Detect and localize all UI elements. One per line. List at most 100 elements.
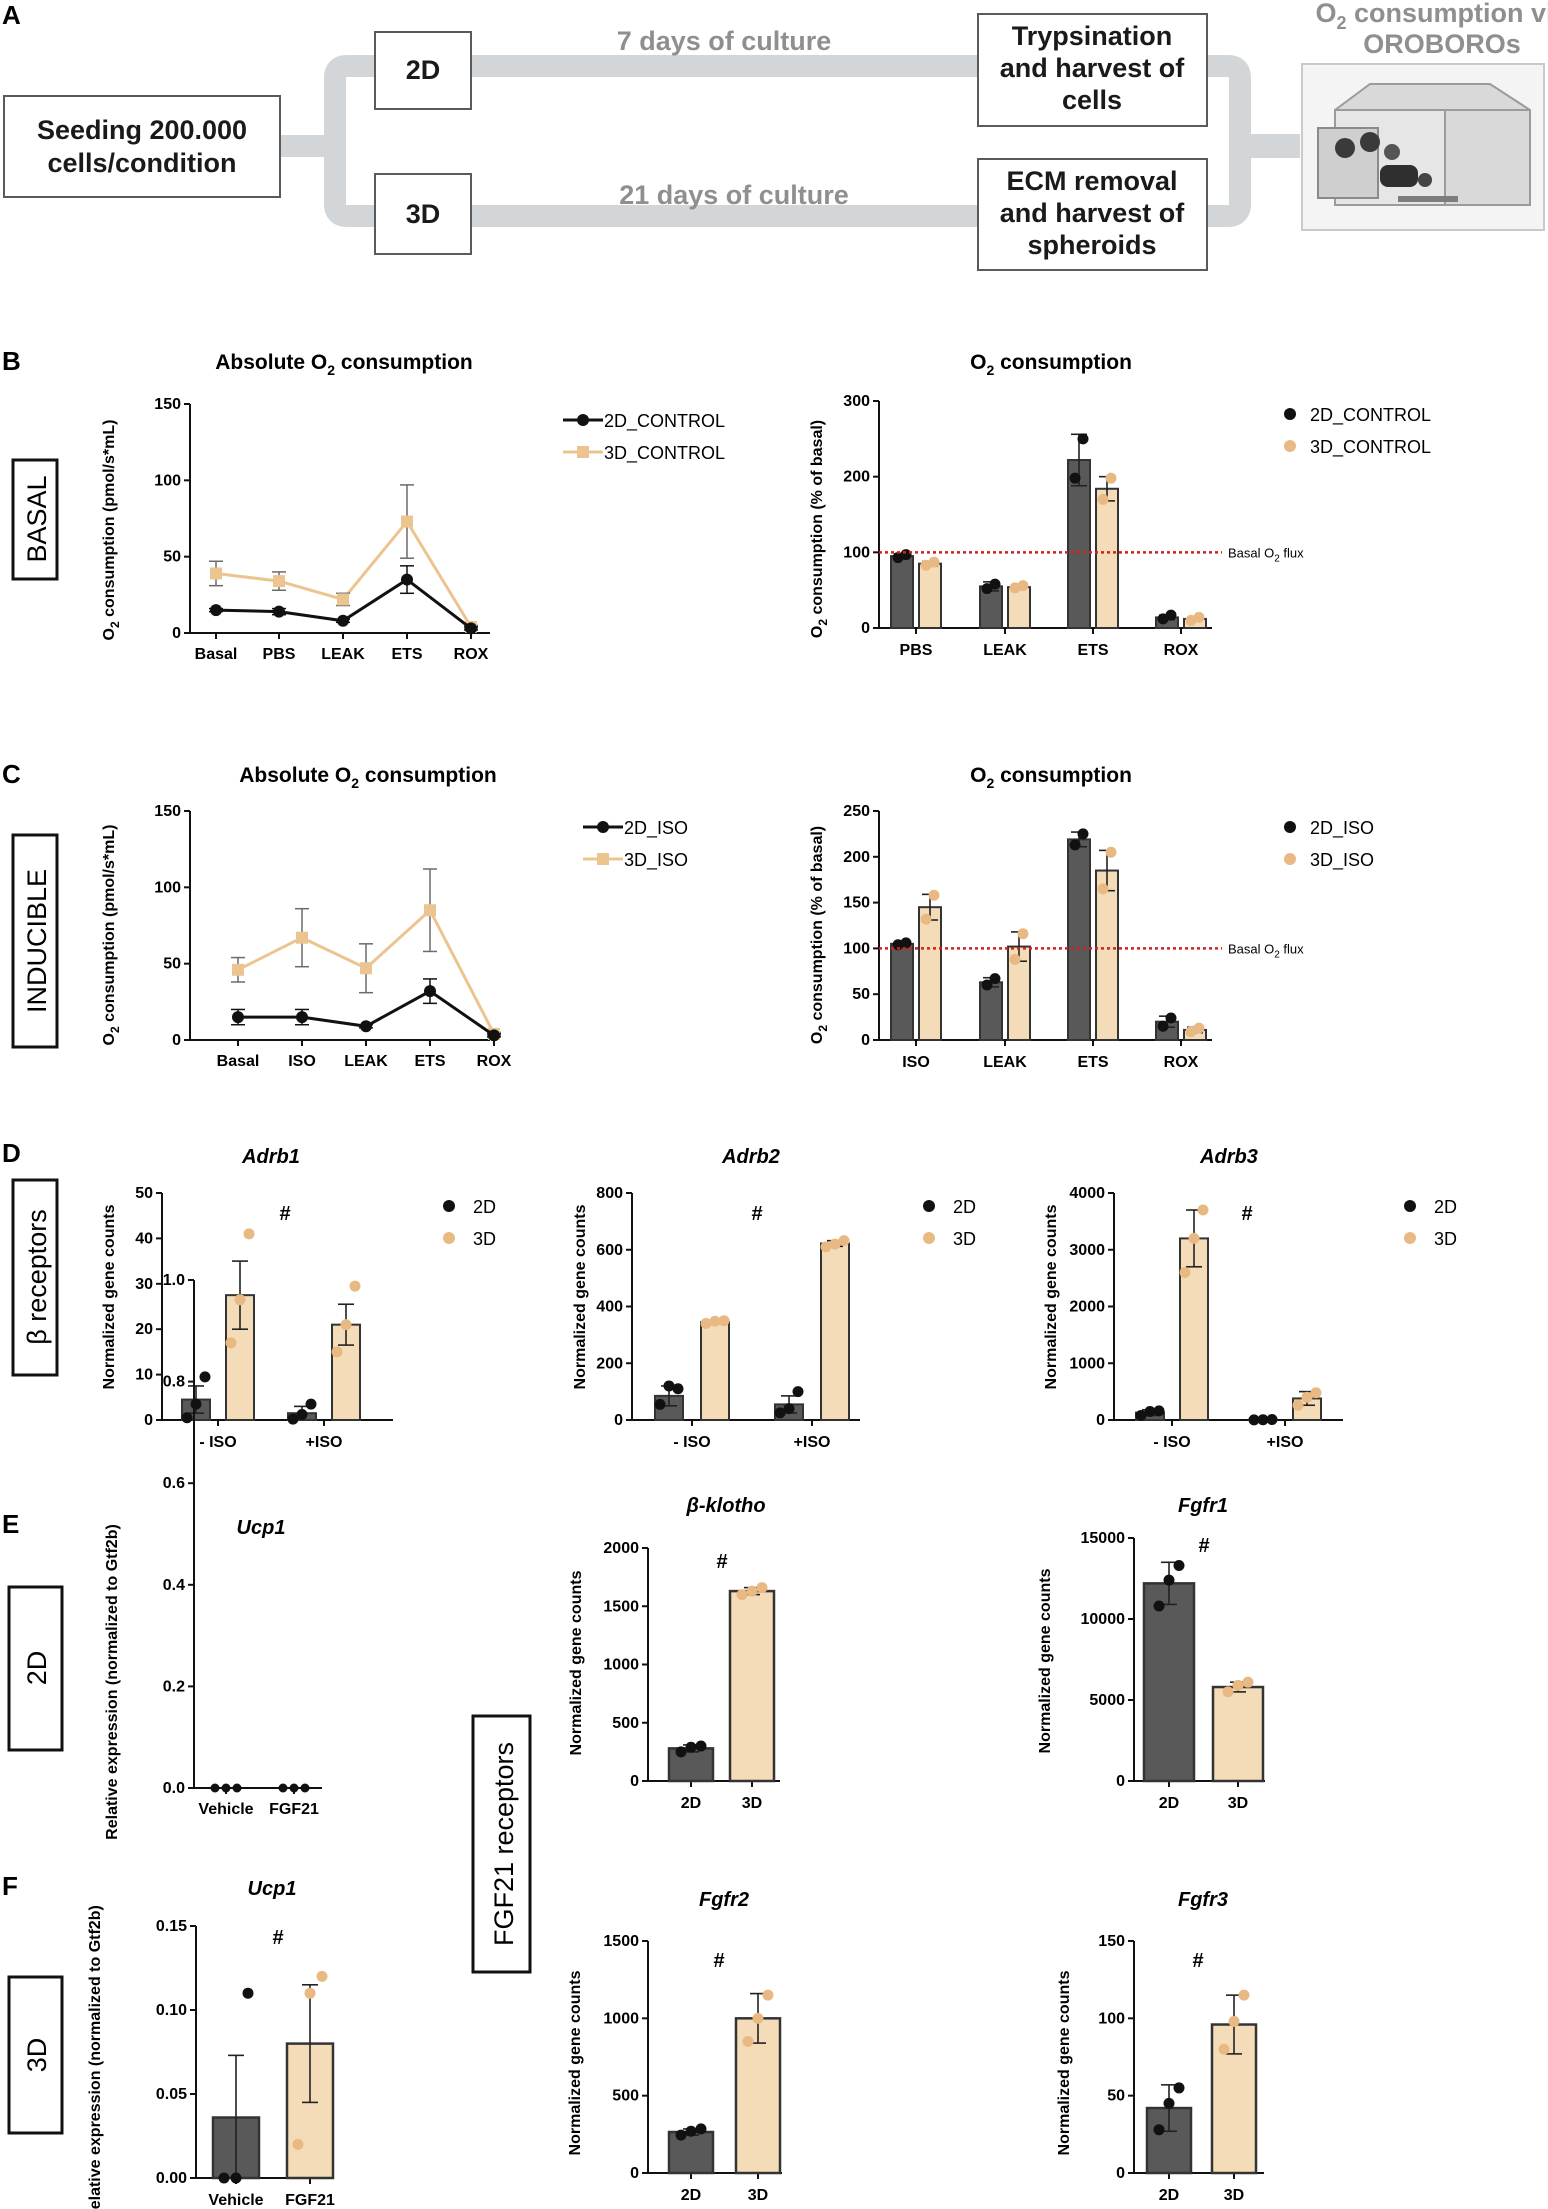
data-point: [1232, 1679, 1244, 1691]
data-point: [234, 1294, 246, 1306]
y-tick-label: 0: [861, 1032, 870, 1049]
bar-2d-control: [890, 555, 914, 629]
x-tick-label: 3D: [742, 1795, 762, 1812]
y-tick-label: 100: [843, 544, 870, 561]
y-tick-label: 4000: [1069, 1185, 1105, 1202]
y-tick-label: 0: [630, 2165, 639, 2182]
y-tick-label: 0: [614, 1412, 623, 1429]
svg-text:INDUCIBLE: INDUCIBLE: [22, 869, 52, 1013]
chart-f-ucp1: 0.00 0.05 0.10 0.15 Vehicle FGF21: [156, 1918, 335, 2209]
chart-d-adrb1: 0 10 20 30 40 50 - ISO +ISO: [135, 1185, 393, 1451]
y-tick-label: 400: [596, 1299, 623, 1316]
x-tick-label: ETS: [1077, 642, 1108, 659]
chart-e-klotho: 0 500 1000 1500 2000 2D 3D: [603, 1540, 780, 1812]
data-point: [654, 1398, 666, 1410]
chart-title-c-left: Absolute O2 consumption: [239, 764, 496, 791]
svg-text:O2 consumption via: O2 consumption via: [1315, 0, 1548, 33]
data-point: [1310, 1387, 1322, 1399]
data-point: [1017, 580, 1029, 592]
x-tick-label: 3D: [1228, 1795, 1248, 1812]
y-tick-label: 2000: [603, 1540, 639, 1557]
y-tick-label: 0.4: [163, 1577, 185, 1594]
x-tick-label: - ISO: [1153, 1434, 1190, 1451]
x-tick-label: +ISO: [794, 1434, 831, 1451]
y-tick-label: 50: [163, 549, 181, 566]
y-tick-label: 1000: [603, 1657, 639, 1674]
x-tick-label: Basal: [217, 1053, 260, 1070]
data-point: [340, 1319, 352, 1331]
data-point: [1222, 1686, 1234, 1698]
y-tick-label: 1000: [603, 2010, 639, 2027]
data-point: [774, 1407, 786, 1419]
y-tick-label: 0.10: [156, 2002, 187, 2019]
panel-letter-c: C: [2, 759, 21, 789]
bar-3d-control: [1007, 586, 1031, 630]
y-tick-label: 0.15: [156, 1918, 187, 1935]
svg-text:OROBOROs: OROBOROs: [1363, 29, 1521, 59]
chart-title-b-right: O2 consumption: [970, 351, 1132, 378]
svg-text:Seeding 200.000: Seeding 200.000: [37, 115, 247, 145]
data-point: [829, 1238, 841, 1250]
y-tick-label: 0: [1116, 1773, 1125, 1790]
hash-fgfr3: #: [1192, 1950, 1203, 1972]
y-tick-label: 0: [630, 1773, 639, 1790]
data-point: [1266, 1414, 1278, 1426]
data-point: [695, 2123, 707, 2135]
data-point: [296, 931, 308, 944]
data-point: [1135, 1409, 1147, 1421]
y-tick-label: 0: [1116, 2165, 1125, 2182]
y-tick-label: 0: [172, 1032, 181, 1049]
svg-text:cells/condition: cells/condition: [47, 148, 236, 178]
data-point: [900, 937, 912, 949]
data-point: [296, 1409, 308, 1421]
data-point: [1163, 1574, 1175, 1586]
bar-value: [1142, 1582, 1196, 1783]
x-tick-label: 3D: [1224, 2187, 1244, 2204]
data-point: [337, 614, 349, 627]
svg-text:and harvest of: and harvest of: [1000, 198, 1186, 228]
svg-text:2D_CONTROL: 2D_CONTROL: [1310, 405, 1431, 426]
chart-d-adrb2: 0 200 400 600 800 - ISO +ISO: [596, 1185, 860, 1451]
f-3d-side-label: 3D: [7, 1975, 64, 2135]
y-tick-label: 5000: [1089, 1692, 1125, 1709]
bar-2d-iso: [890, 942, 914, 1042]
hash-adrb1: #: [279, 1203, 290, 1225]
y-tick-label: 0.2: [163, 1678, 185, 1695]
data-point: [675, 1746, 687, 1758]
ylabel-adrb2: Normalized gene counts: [572, 1204, 589, 1389]
y-tick-label: 40: [135, 1230, 153, 1247]
data-point: [488, 1029, 500, 1042]
y-tick-label: 50: [852, 986, 870, 1003]
y-tick-label: 100: [154, 472, 181, 489]
ylabel-fgfr2: Normalized gene counts: [567, 1970, 584, 2155]
data-point: [1009, 953, 1021, 965]
data-point: [989, 973, 1001, 985]
svg-text:3D_ISO: 3D_ISO: [624, 850, 688, 871]
hash-klotho: #: [716, 1551, 727, 1573]
data-point: [838, 1235, 850, 1247]
data-point: [1242, 1676, 1254, 1688]
bar-2d-iso: [1067, 838, 1091, 1041]
data-point: [700, 1318, 712, 1330]
data-point: [685, 1741, 697, 1753]
data-point: [1188, 1232, 1200, 1244]
data-point: [225, 1337, 237, 1349]
svg-text:3D_CONTROL: 3D_CONTROL: [1310, 437, 1431, 458]
svg-text:2D: 2D: [1434, 1197, 1457, 1217]
legend-b-left: 2D_CONTROL 3D_CONTROL: [563, 411, 725, 464]
data-point: [360, 962, 372, 975]
chart-c-left: 0 50 100 150 Basal ISO LEAK ETS ROX: [154, 803, 511, 1070]
y-tick-label: 20: [135, 1321, 153, 1338]
data-point: [1077, 433, 1089, 445]
data-point: [242, 1987, 254, 1999]
svg-text:2D: 2D: [953, 1197, 976, 1217]
harvest-2d-box: Trypsination and harvest of cells: [977, 13, 1208, 127]
data-point: [465, 622, 477, 635]
data-point: [981, 583, 993, 595]
data-point: [316, 1970, 328, 1982]
data-point: [190, 1398, 202, 1410]
y-tick-label: 100: [154, 879, 181, 896]
bar-value: [667, 2130, 715, 2175]
data-point: [900, 549, 912, 561]
culture-2d-label: 7 days of culture: [617, 26, 832, 56]
